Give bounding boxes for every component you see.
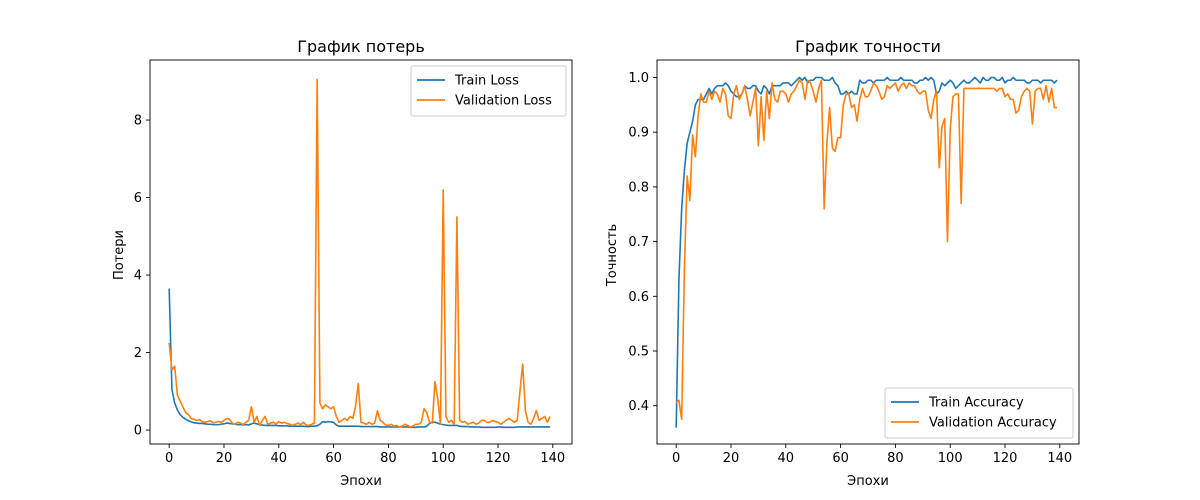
accuracy-x-tick-label-0: 0 [672,451,680,466]
accuracy-y-tick-label-5: 0.9 [628,126,649,141]
loss-legend-label-0: Train Loss [454,74,519,89]
accuracy-chart-title: График точности [795,37,941,56]
accuracy-legend-box [884,387,1074,439]
accuracy-y-tick-label-4: 0.8 [628,180,649,195]
loss-y-tick-label-4: 8 [134,114,142,129]
accuracy-y-tick-label-2: 0.6 [628,290,649,305]
loss-x-tick-label-3: 60 [325,451,342,466]
accuracy-x-tick-label-5: 100 [938,451,963,466]
accuracy-x-tick-label-2: 40 [778,451,795,466]
loss-y-axis-label: Потери [112,230,127,280]
loss-x-axis-label: Эпохи [340,474,382,489]
loss-x-tick-label-6: 120 [486,451,511,466]
loss-x-tick-label-0: 0 [165,451,173,466]
loss-y-tick-label-2: 4 [134,269,142,284]
accuracy-y-tick-label-3: 0.7 [628,235,649,250]
loss-x-tick-label-4: 80 [380,451,397,466]
accuracy-y-axis-label: Точность [605,224,620,287]
loss-series-line-1 [168,78,551,428]
loss-y-tick-label-3: 6 [134,191,142,206]
accuracy-x-axis-label: Эпохи [847,474,889,489]
accuracy-series-line-1 [675,79,1058,421]
accuracy-x-tick-label-1: 20 [723,451,740,466]
loss-chart: График потерь Эпохи Потери 0 20 40 60 80 100 1… [112,37,573,489]
accuracy-y-tick-label-6: 1.0 [628,71,649,86]
accuracy-x-tick-label-4: 80 [887,451,904,466]
loss-legend: Train Loss Validation Loss [410,65,567,117]
loss-x-tick-label-5: 100 [431,451,456,466]
accuracy-plot-frame [656,59,1080,445]
loss-x-tick-label-2: 40 [271,451,288,466]
loss-chart-title: График потерь [297,37,425,56]
accuracy-legend-label-1: Validation Accuracy [929,416,1057,431]
accuracy-y-tick-label-1: 0.5 [628,345,649,360]
accuracy-legend: Train Accuracy Validation Accuracy [884,387,1074,439]
accuracy-x-tick-label-7: 140 [1047,451,1072,466]
loss-x-tick-label-1: 20 [216,451,233,466]
loss-plot-frame [149,59,573,445]
loss-x-tick-label-7: 140 [540,451,565,466]
accuracy-chart: График точности Эпохи Точность 0 20 40 60 80… [605,37,1080,489]
loss-y-tick-label-1: 2 [134,346,142,361]
loss-legend-box [410,65,567,117]
accuracy-x-tick-label-3: 60 [832,451,849,466]
loss-legend-label-1: Validation Loss [455,94,552,109]
accuracy-series-line-0 [675,76,1058,428]
accuracy-y-tick-label-0: 0.4 [628,399,649,414]
accuracy-x-tick-label-6: 120 [993,451,1018,466]
accuracy-legend-label-0: Train Accuracy [928,396,1024,411]
loss-y-tick-label-0: 0 [134,424,142,439]
